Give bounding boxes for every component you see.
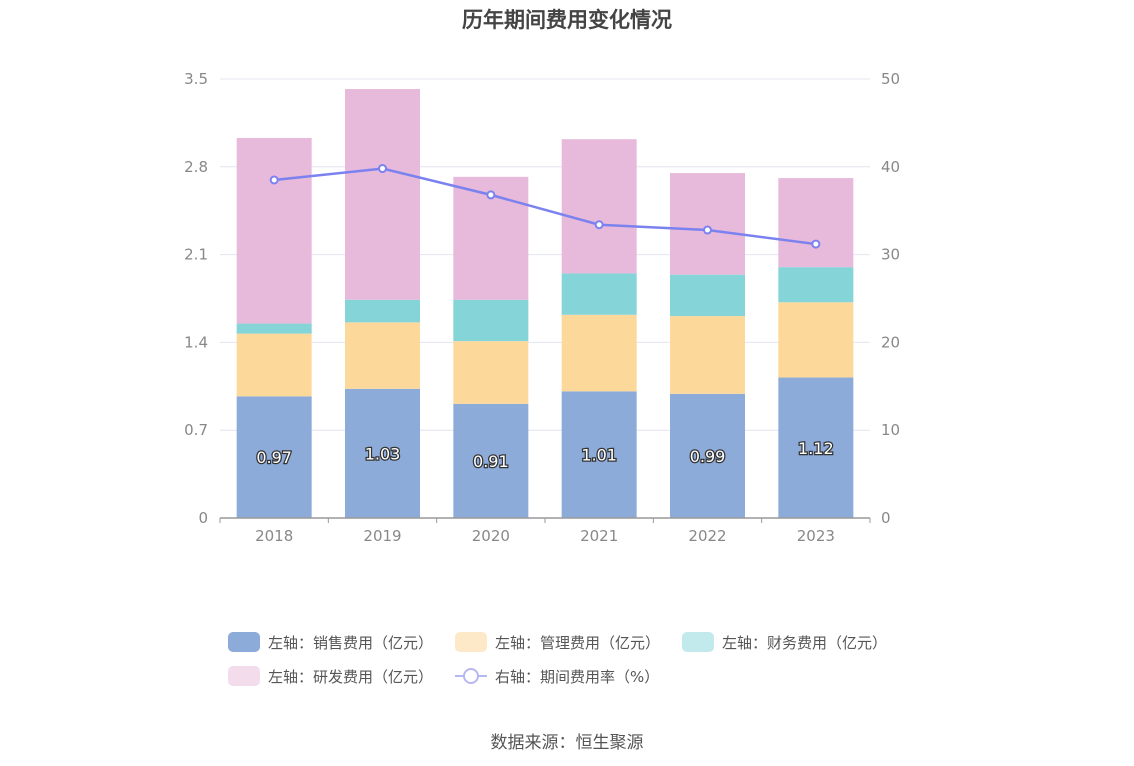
- bar-segment: [345, 388, 420, 518]
- left-axis-tick-label: 0.7: [184, 421, 208, 439]
- rate-line: [269, 164, 821, 249]
- rate-line-point: [703, 225, 712, 235]
- bar-data-label: 0.99: [690, 447, 726, 466]
- bar-segment: [778, 178, 854, 268]
- bar-segment: [778, 267, 854, 303]
- right-axis-tick-label: 40: [881, 158, 900, 176]
- x-axis-tick-label: 2019: [363, 527, 401, 545]
- legend-swatch-sales: [228, 632, 260, 652]
- bar-segment: [236, 323, 312, 334]
- legend-item-rd[interactable]: 左轴：研发费用（亿元）: [228, 664, 433, 688]
- legend: 左轴：销售费用（亿元） 左轴：管理费用（亿元） 左轴：财务费用（亿元） 左轴：研…: [228, 630, 948, 688]
- rate-line-point: [378, 164, 387, 174]
- legend-line-marker-icon: [455, 666, 488, 686]
- right-axis-tick-label: 30: [881, 246, 900, 264]
- legend-item-sales[interactable]: 左轴：销售费用（亿元）: [228, 630, 433, 654]
- bar-segment: [561, 273, 637, 315]
- bar-segment: [670, 173, 745, 275]
- rate-line-point: [269, 175, 279, 185]
- right-axis-tick-label: 50: [881, 70, 900, 88]
- bar-segment: [236, 333, 312, 397]
- bar-segment: [345, 89, 420, 300]
- rate-line-point: [811, 239, 821, 249]
- legend-label-sales: 左轴：销售费用（亿元）: [268, 633, 434, 652]
- left-axis-tick-label: 2.8: [184, 158, 208, 176]
- legend-label-finance: 左轴：财务费用（亿元）: [722, 633, 888, 652]
- bar-segment: [453, 299, 529, 342]
- rate-line-path: [274, 167, 816, 246]
- right-axis-tick-label: 10: [881, 421, 900, 439]
- left-axis-tick-label: 2.1: [184, 246, 208, 264]
- bar-data-labels: 0.97 1.03 0.91 1.01 0.99 1.12: [255, 438, 835, 473]
- legend-item-finance[interactable]: 左轴：财务费用（亿元）: [682, 630, 887, 654]
- bar-segment: [561, 391, 637, 518]
- bar-segment: [345, 299, 420, 323]
- right-axis-tick-label: 0: [881, 509, 891, 527]
- x-axis-tick-label: 2018: [255, 527, 293, 545]
- x-axis-tick-label: 2021: [580, 527, 618, 545]
- left-axis-tick-label: 3.5: [184, 70, 208, 88]
- bar-segment: [453, 341, 529, 404]
- legend-swatch-admin: [455, 632, 488, 652]
- bar-segment: [670, 274, 745, 317]
- x-axis-tick-label: 2022: [688, 527, 726, 545]
- bar-segment: [670, 393, 745, 518]
- x-axis-tick-label: 2023: [797, 527, 835, 545]
- bar-segment: [453, 403, 529, 518]
- bar-data-label: 0.91: [473, 452, 509, 471]
- bar-segment: [561, 314, 637, 392]
- stacked-bars: [236, 89, 854, 518]
- x-axis-tick-label: 2020: [472, 527, 510, 545]
- left-axis-tick-label: 1.4: [184, 333, 208, 351]
- legend-label-admin: 左轴：管理费用（亿元）: [495, 633, 661, 652]
- bar-segment: [778, 377, 854, 518]
- right-axis-tick-label: 20: [881, 333, 900, 351]
- chart-title: 历年期间费用变化情况: [462, 8, 672, 32]
- bar-segment: [561, 139, 637, 274]
- bar-segment: [778, 302, 854, 378]
- bar-segment: [345, 322, 420, 389]
- legend-item-rate[interactable]: 右轴：期间费用率（%）: [455, 664, 659, 688]
- legend-label-rd: 左轴：研发费用（亿元）: [268, 667, 434, 686]
- bar-segment: [670, 316, 745, 394]
- bar-data-label: 0.97: [256, 448, 292, 467]
- rate-line-point: [486, 190, 496, 200]
- axes: 0 0 0.7 10 1.4 20 2.1 30 2.8 40 3.5 50 2018 2019 2020 2…: [184, 70, 900, 545]
- left-axis-tick-label: 0: [198, 509, 208, 527]
- grid-lines: [220, 78, 870, 431]
- rate-line-point: [594, 220, 604, 230]
- legend-item-admin[interactable]: 左轴：管理费用（亿元）: [455, 630, 660, 654]
- bar-data-label: 1.03: [365, 444, 401, 463]
- bar-segment: [236, 396, 312, 518]
- legend-label-rate: 右轴：期间费用率（%）: [495, 667, 660, 686]
- bar-data-label: 1.01: [581, 446, 617, 465]
- bar-data-label: 1.12: [798, 439, 834, 458]
- legend-swatch-finance: [682, 632, 715, 652]
- data-source: 数据来源：恒生聚源: [490, 733, 644, 753]
- legend-swatch-rd: [228, 666, 260, 686]
- bar-segment: [236, 137, 312, 324]
